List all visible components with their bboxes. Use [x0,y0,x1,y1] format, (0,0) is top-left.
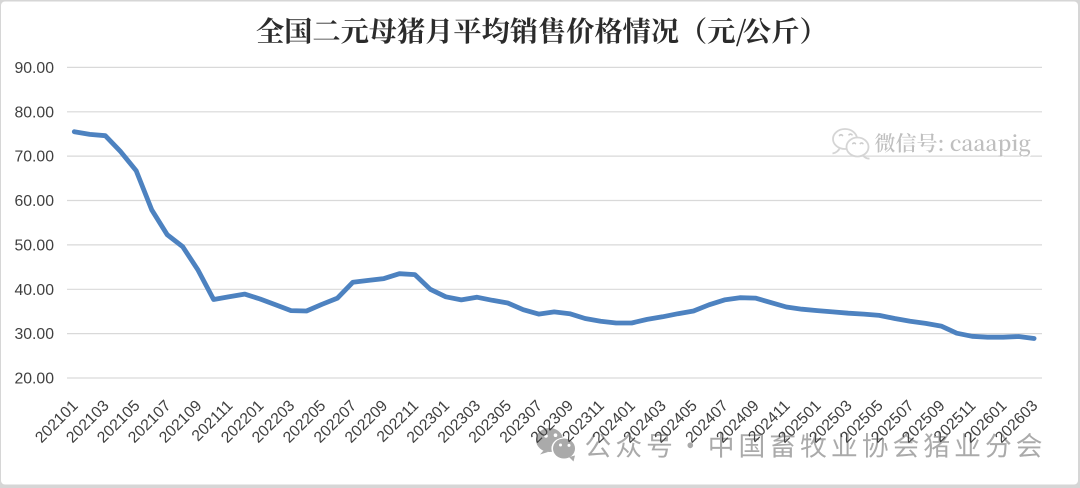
svg-text:20.00: 20.00 [14,371,54,388]
svg-text:60.00: 60.00 [14,193,54,210]
svg-text:50.00: 50.00 [14,237,54,254]
svg-text:30.00: 30.00 [14,326,54,343]
svg-text:40.00: 40.00 [14,282,54,299]
svg-text:70.00: 70.00 [14,149,54,166]
svg-text:80.00: 80.00 [14,104,54,121]
svg-text:90.00: 90.00 [14,60,54,77]
